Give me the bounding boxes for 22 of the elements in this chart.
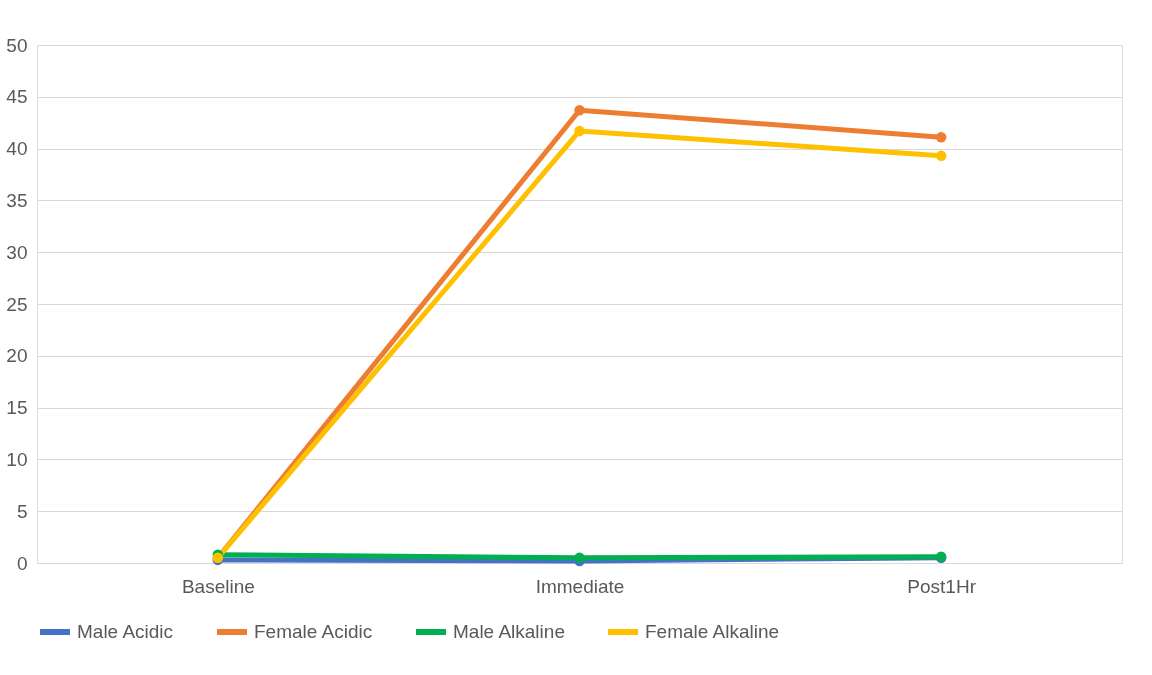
point	[574, 105, 585, 116]
y-tick-label: 0	[16, 552, 28, 574]
y-tick-label: 25	[6, 293, 28, 315]
y-tick-label: 10	[6, 448, 28, 470]
x-tick-label: Baseline	[181, 575, 255, 597]
legend-label: Female Alkaline	[645, 621, 780, 642]
point	[935, 150, 947, 162]
legend-label: Male Alkaline	[453, 621, 565, 642]
y-tick-label: 40	[6, 138, 28, 160]
y-tick-label: 15	[6, 397, 28, 419]
x-tick-label: Immediate	[535, 575, 625, 597]
y-tick-label: 5	[16, 500, 28, 522]
y-tick-label: 45	[6, 86, 28, 108]
legend-label: Female Acidic	[254, 621, 373, 642]
point	[574, 125, 585, 137]
y-tick-label: 30	[6, 241, 28, 263]
x-tick-label: Post1Hr	[907, 575, 977, 597]
point	[935, 131, 947, 143]
legend-label: Male Acidic	[77, 621, 174, 642]
y-tick-label: 35	[6, 189, 28, 211]
y-tick-label: 50	[6, 34, 28, 56]
y-tick-label: 20	[6, 345, 28, 367]
